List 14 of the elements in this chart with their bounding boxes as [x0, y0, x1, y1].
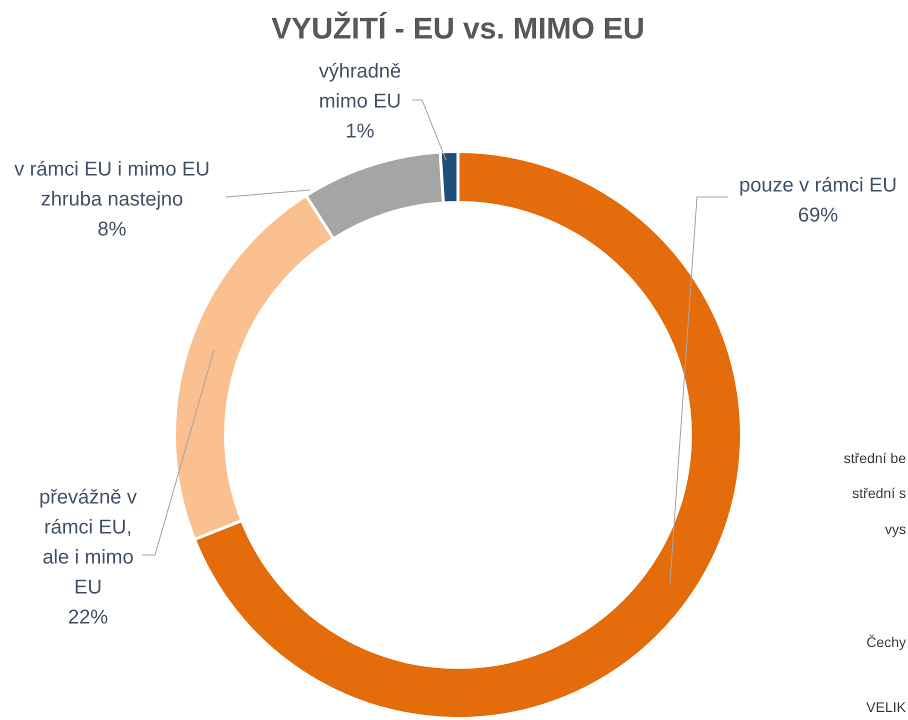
data-label: 1% — [346, 120, 375, 143]
chart-title: VYUŽITÍ - EU vs. MIMO EU — [271, 11, 645, 46]
slice-label: převážně v rámci EU, ale i mimo EU — [39, 486, 137, 599]
slice-label: pouze v rámci EU — [739, 174, 897, 197]
text: střední be — [844, 450, 906, 466]
data-label: 22% — [68, 606, 108, 629]
slice-label: v rámci EU i mimo EU zhruba nastejno — [14, 158, 210, 211]
data-label: 8% — [98, 218, 127, 241]
text: vys — [885, 520, 906, 537]
slice-label: výhradně mimo EU — [318, 60, 402, 113]
text: Čechy — [866, 634, 906, 650]
data-label: 69% — [798, 204, 838, 227]
text: střední s — [852, 484, 906, 501]
text: VELIK — [866, 698, 907, 715]
